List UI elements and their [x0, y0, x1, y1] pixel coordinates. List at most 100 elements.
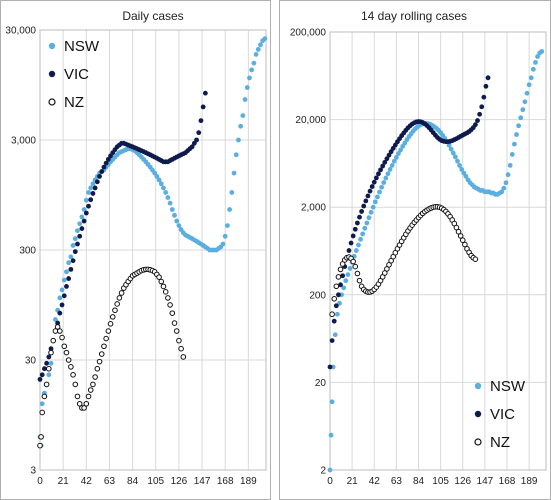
nz-point: [46, 365, 52, 372]
vic-point: [384, 156, 390, 162]
nsw-point: [526, 82, 532, 88]
nsw-point: [368, 209, 374, 215]
nsw-point: [249, 67, 255, 73]
vic-point: [386, 152, 392, 158]
x-tick-label: 84: [127, 476, 139, 487]
nsw-point: [450, 150, 456, 156]
vic-point: [329, 338, 335, 344]
legend-label-vic: VIC: [490, 406, 515, 423]
x-tick-label: 63: [104, 476, 116, 487]
vic-point: [90, 191, 96, 196]
nsw-point: [539, 49, 545, 54]
legend-label-nsw: NSW: [64, 38, 100, 55]
nsw-point: [329, 399, 335, 405]
x-tick-label: 168: [217, 476, 234, 487]
nz-point: [350, 258, 356, 265]
legend-marker-vic: [474, 410, 482, 418]
nz-point: [65, 357, 72, 363]
nsw-point: [156, 177, 162, 183]
nsw-point: [238, 123, 244, 129]
vic-point: [382, 159, 388, 165]
nz-point: [50, 337, 57, 344]
nz-point: [81, 405, 87, 411]
nsw-point: [86, 190, 91, 195]
nz-point: [173, 328, 180, 334]
nsw-point: [509, 152, 515, 157]
nz-point: [352, 263, 359, 270]
nz-point: [107, 321, 114, 327]
vic-point: [66, 276, 72, 281]
nz-point: [333, 283, 340, 290]
nz-point: [329, 311, 335, 318]
nsw-point: [396, 151, 401, 156]
nsw-point: [251, 60, 257, 66]
legend-label-nz: NZ: [64, 94, 84, 111]
vic-point: [81, 218, 87, 224]
nsw-point: [524, 90, 530, 96]
x-tick-label: 21: [58, 476, 70, 487]
nsw-point: [514, 132, 519, 137]
nsw-point: [90, 181, 96, 187]
legend-label-nsw: NSW: [490, 378, 526, 395]
nz-point: [162, 289, 169, 295]
nsw-point: [64, 269, 69, 275]
x-tick-label: 126: [171, 476, 188, 487]
nsw-point: [247, 75, 252, 81]
nz-point: [85, 393, 92, 400]
nz-point: [43, 381, 50, 388]
nz-point: [101, 343, 107, 350]
nsw-point: [244, 85, 250, 90]
vic-point: [79, 226, 85, 231]
y-tick-label: 3,000: [11, 136, 36, 147]
nsw-point: [457, 163, 462, 168]
vic-point: [105, 156, 111, 162]
vic-point: [359, 209, 365, 214]
nsw-point: [72, 236, 78, 242]
vic-point: [336, 292, 341, 298]
vic-point: [473, 122, 478, 128]
x-tick-label: 189: [521, 476, 538, 487]
vic-point: [189, 144, 195, 150]
y-tick-label: 30,000: [5, 26, 36, 37]
nz-point: [103, 335, 109, 342]
nsw-point: [375, 194, 380, 200]
nz-point: [37, 442, 43, 449]
nz-point: [63, 349, 70, 356]
nsw-point: [379, 184, 385, 190]
nsw-point: [341, 285, 347, 291]
vic-point: [354, 220, 360, 226]
nsw-point: [165, 195, 171, 200]
vic-point: [198, 118, 204, 124]
nsw-point: [262, 36, 268, 42]
y-tick-label: 200: [309, 290, 326, 301]
nsw-point: [345, 272, 351, 278]
nz-point: [105, 328, 112, 334]
nsw-point: [229, 190, 235, 195]
nsw-point: [154, 174, 160, 179]
nsw-point: [88, 185, 94, 191]
nsw-point: [507, 163, 513, 168]
y-tick-label: 20: [315, 378, 327, 389]
nz-point: [116, 295, 123, 301]
y-tick-label: 30: [25, 356, 37, 367]
vic-point: [37, 376, 43, 382]
legend-marker-nsw: [48, 42, 56, 50]
nsw-point: [377, 189, 382, 195]
nz-point: [48, 349, 54, 356]
nsw-point: [387, 167, 393, 172]
nz-point: [57, 328, 63, 334]
nsw-point: [516, 123, 522, 129]
nsw-point: [222, 233, 228, 239]
nsw-point: [530, 66, 536, 72]
vic-point: [61, 293, 67, 299]
nz-point: [112, 307, 118, 314]
vic-point: [202, 90, 208, 96]
nsw-point: [53, 317, 58, 322]
vic-point: [327, 364, 333, 370]
nz-point: [87, 387, 94, 393]
x-tick-label: 126: [454, 476, 471, 487]
nsw-point: [225, 223, 230, 228]
nsw-point: [398, 147, 403, 153]
nsw-point: [459, 167, 465, 172]
